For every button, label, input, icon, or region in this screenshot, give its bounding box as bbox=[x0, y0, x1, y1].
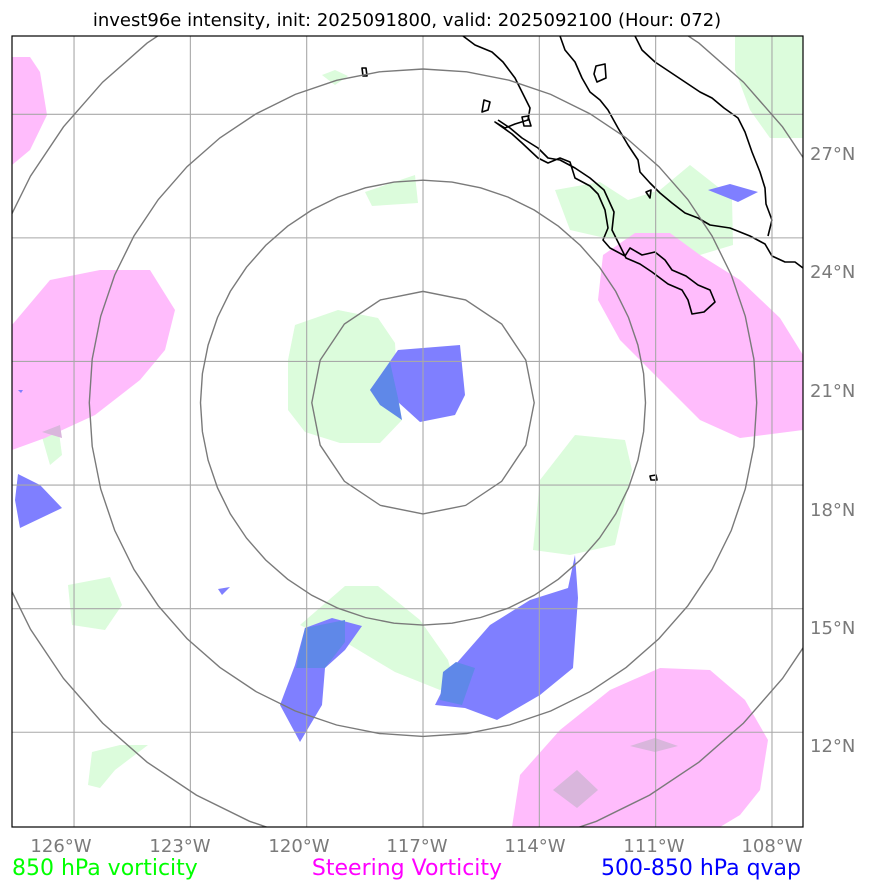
vorticity-850-area bbox=[68, 577, 122, 630]
lon-tick-label: 123°W bbox=[149, 836, 210, 857]
coastline-mainland bbox=[559, 36, 803, 269]
lon-tick-label: 126°W bbox=[30, 836, 91, 857]
vorticity-850-area bbox=[288, 310, 402, 443]
lat-ticks: 12°N 15°N 18°N 21°N 24°N 27°N bbox=[810, 144, 855, 757]
lat-tick-label: 24°N bbox=[810, 262, 855, 283]
range-ring bbox=[88, 68, 758, 738]
lon-tick-label: 120°W bbox=[268, 836, 329, 857]
vorticity-850-area bbox=[533, 435, 632, 555]
gridlines bbox=[12, 36, 803, 827]
island-outline bbox=[649, 474, 658, 481]
island-outline bbox=[645, 189, 652, 199]
legend-qvap: 500-850 hPa qvap bbox=[601, 856, 801, 881]
qvap-area bbox=[18, 390, 23, 393]
vorticity-850-area bbox=[735, 36, 803, 138]
vorticity-850-area bbox=[365, 175, 418, 206]
island-outline bbox=[521, 115, 532, 127]
range-ring bbox=[12, 36, 803, 827]
coastline-mainland bbox=[634, 36, 773, 237]
lon-tick-label: 108°W bbox=[741, 836, 802, 857]
range-ring bbox=[311, 290, 535, 515]
steering-vorticity-area bbox=[12, 270, 175, 450]
range-ring bbox=[199, 179, 647, 626]
lat-tick-label: 12°N bbox=[810, 736, 855, 757]
legend-steering-vorticity: Steering Vorticity bbox=[312, 856, 502, 881]
lat-tick-label: 27°N bbox=[810, 144, 855, 165]
map-layers bbox=[12, 36, 803, 827]
lon-tick-label: 117°W bbox=[386, 836, 447, 857]
steering-vorticity-area bbox=[12, 57, 47, 165]
lon-tick-label: 114°W bbox=[504, 836, 565, 857]
steering-vorticity-area bbox=[12, 396, 22, 406]
lon-ticks: 126°W 123°W 120°W 117°W 114°W 111°W 108°… bbox=[30, 836, 802, 857]
vorticity-850-area bbox=[88, 745, 148, 788]
legend-vorticity-850: 850 hPa vorticity bbox=[12, 856, 198, 881]
map-frame bbox=[11, 35, 804, 828]
figure-title: invest96e intensity, init: 2025091800, v… bbox=[93, 10, 721, 31]
steering-vorticity-area bbox=[598, 233, 803, 438]
lat-tick-label: 15°N bbox=[810, 618, 855, 639]
coastline-peninsula bbox=[462, 36, 716, 315]
range-rings bbox=[12, 36, 803, 827]
overlap-area bbox=[42, 425, 62, 438]
qvap-area bbox=[218, 587, 230, 595]
overlap-area bbox=[440, 662, 475, 705]
vorticity-850-area bbox=[322, 70, 348, 85]
overlap-area bbox=[630, 738, 678, 752]
vorticity-850-area bbox=[300, 586, 455, 690]
overlap-layer bbox=[42, 362, 678, 808]
island-outline bbox=[481, 99, 491, 113]
coastline bbox=[361, 36, 803, 481]
island-outline bbox=[593, 63, 607, 83]
lat-tick-label: 21°N bbox=[810, 381, 855, 402]
overlap-area bbox=[553, 770, 598, 808]
vorticity-850-area bbox=[555, 165, 733, 258]
qvap-area bbox=[370, 345, 465, 422]
legend: 850 hPa vorticity Steering Vorticity 500… bbox=[12, 856, 801, 881]
overlap-area bbox=[370, 362, 402, 420]
qvap-area bbox=[708, 184, 758, 202]
lon-tick-label: 111°W bbox=[623, 836, 684, 857]
qvap-area bbox=[15, 474, 62, 528]
overlap-area bbox=[296, 620, 345, 668]
lat-tick-label: 18°N bbox=[810, 500, 855, 521]
island-outline bbox=[361, 67, 368, 77]
